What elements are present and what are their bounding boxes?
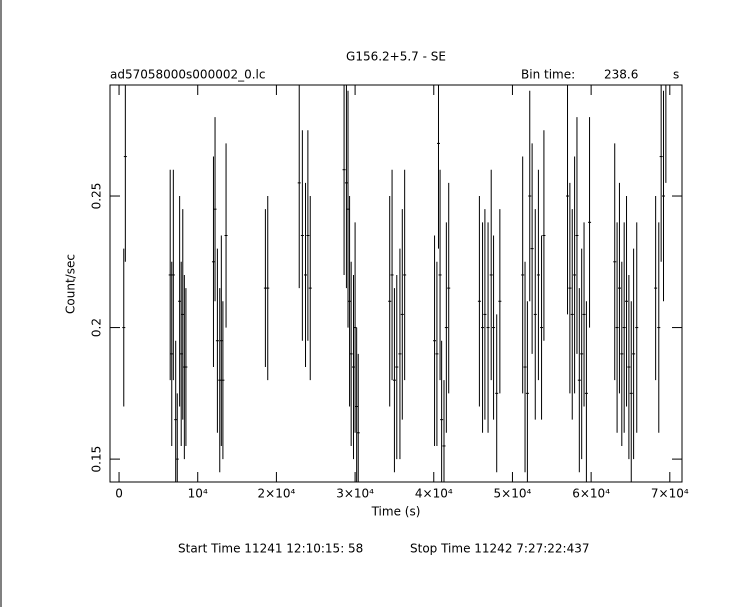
bin-time-unit: s <box>673 68 679 82</box>
x-tick-label: 7×10⁴ <box>651 487 689 501</box>
x-tick-label: 10⁴ <box>188 487 208 501</box>
x-tick-label: 5×10⁴ <box>494 487 532 501</box>
plot-frame <box>109 84 683 483</box>
x-tick-label: 4×10⁴ <box>415 487 453 501</box>
data-layer <box>122 85 667 482</box>
y-axis-label: Count/sec <box>64 254 78 314</box>
start-time: Start Time 11241 12:10:15: 58 <box>178 542 363 556</box>
chart-title: G156.2+5.7 - SE <box>346 50 446 64</box>
y-tick-label: 0.2 <box>90 318 104 337</box>
x-tick-label: 6×10⁴ <box>572 487 610 501</box>
x-tick-label: 0 <box>115 487 123 501</box>
x-tick-label: 3×10⁴ <box>336 487 374 501</box>
x-axis-label: Time (s) <box>371 505 421 519</box>
x-tick-label: 2×10⁴ <box>258 487 296 501</box>
y-tick-label: 0.15 <box>90 446 104 473</box>
y-tick-label: 0.25 <box>90 183 104 210</box>
bin-time-value: 238.6 <box>604 68 638 82</box>
file-name: ad57058000s000002_0.lc <box>110 68 266 82</box>
stop-time: Stop Time 11242 7:27:22:437 <box>410 542 589 556</box>
bin-time-label: Bin time: <box>521 68 575 82</box>
